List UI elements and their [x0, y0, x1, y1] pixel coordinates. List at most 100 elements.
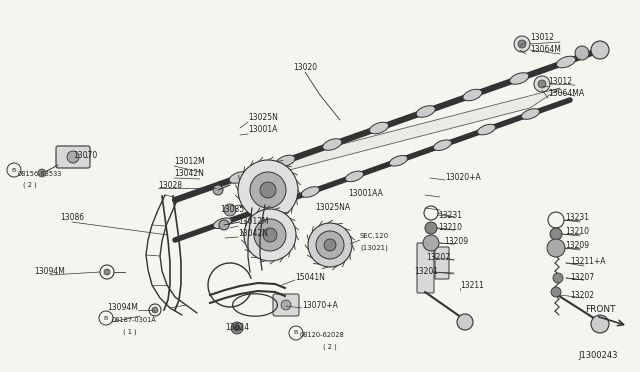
Ellipse shape: [276, 155, 295, 167]
Circle shape: [550, 228, 562, 240]
Circle shape: [423, 235, 439, 251]
Text: 13012: 13012: [548, 77, 572, 87]
Polygon shape: [270, 88, 560, 175]
Text: 13094M: 13094M: [107, 304, 138, 312]
Circle shape: [575, 46, 589, 60]
Circle shape: [518, 40, 526, 48]
Circle shape: [591, 41, 609, 59]
Text: (13021): (13021): [360, 245, 388, 251]
Circle shape: [263, 228, 277, 242]
Circle shape: [224, 204, 236, 216]
FancyBboxPatch shape: [417, 243, 434, 293]
Text: 13064MA: 13064MA: [548, 90, 584, 99]
Circle shape: [219, 220, 229, 230]
Text: 13012M: 13012M: [174, 157, 205, 167]
Text: J1300243: J1300243: [579, 352, 618, 360]
Circle shape: [457, 314, 473, 330]
Circle shape: [244, 209, 296, 261]
Circle shape: [260, 182, 276, 198]
Text: 13211: 13211: [460, 280, 484, 289]
Text: 13209: 13209: [565, 241, 589, 250]
Ellipse shape: [416, 106, 435, 117]
Text: SEC.120: SEC.120: [360, 233, 389, 239]
Text: 13025NA: 13025NA: [315, 202, 350, 212]
Ellipse shape: [509, 73, 529, 84]
Text: 13012M: 13012M: [238, 218, 269, 227]
Text: ( 2 ): ( 2 ): [23, 182, 37, 188]
Text: 13201: 13201: [414, 267, 438, 276]
Circle shape: [553, 273, 563, 283]
Text: 13210: 13210: [565, 228, 589, 237]
Circle shape: [308, 223, 352, 267]
Text: 13064M: 13064M: [530, 45, 561, 55]
Ellipse shape: [346, 171, 364, 182]
Circle shape: [250, 172, 286, 208]
Text: B: B: [12, 167, 16, 173]
Circle shape: [425, 222, 437, 234]
Ellipse shape: [433, 140, 452, 151]
Circle shape: [254, 219, 286, 251]
Circle shape: [231, 322, 243, 334]
Ellipse shape: [389, 155, 408, 166]
Text: 08120-62028: 08120-62028: [300, 332, 345, 338]
Circle shape: [152, 307, 158, 313]
Circle shape: [538, 80, 546, 88]
Text: ( 2 ): ( 2 ): [323, 344, 337, 350]
Circle shape: [38, 169, 46, 177]
FancyBboxPatch shape: [435, 247, 449, 279]
Circle shape: [281, 300, 291, 310]
Text: 13012: 13012: [530, 33, 554, 42]
Circle shape: [534, 76, 550, 92]
Text: 13231: 13231: [565, 214, 589, 222]
Text: 13020+A: 13020+A: [445, 173, 481, 183]
Circle shape: [591, 315, 609, 333]
Ellipse shape: [369, 122, 388, 134]
FancyBboxPatch shape: [273, 294, 299, 316]
Text: 13001AA: 13001AA: [348, 189, 383, 198]
Text: 13094M: 13094M: [35, 267, 65, 276]
Ellipse shape: [522, 109, 540, 119]
Ellipse shape: [556, 56, 575, 68]
Text: 13020: 13020: [293, 64, 317, 73]
Text: 13042N: 13042N: [238, 230, 268, 238]
Ellipse shape: [257, 202, 275, 213]
Circle shape: [213, 185, 223, 195]
Ellipse shape: [213, 218, 232, 228]
Circle shape: [104, 269, 110, 275]
Circle shape: [238, 160, 298, 220]
Text: 13070+A: 13070+A: [302, 301, 338, 310]
Text: 13024: 13024: [225, 324, 249, 333]
Text: 13207: 13207: [426, 253, 450, 263]
Ellipse shape: [301, 187, 319, 197]
Text: 13070: 13070: [73, 151, 97, 160]
Text: 13210: 13210: [438, 224, 462, 232]
Text: 13001A: 13001A: [248, 125, 277, 135]
Text: 13042N: 13042N: [174, 170, 204, 179]
Circle shape: [324, 239, 336, 251]
Text: B: B: [294, 330, 298, 336]
Text: B: B: [104, 315, 108, 321]
Circle shape: [316, 231, 344, 259]
Text: 13085: 13085: [220, 205, 244, 215]
Circle shape: [234, 325, 240, 331]
Circle shape: [551, 287, 561, 297]
Text: 13209: 13209: [444, 237, 468, 247]
Text: 13028: 13028: [158, 180, 182, 189]
Text: 13211+A: 13211+A: [570, 257, 605, 266]
Text: 08187-0301A: 08187-0301A: [112, 317, 157, 323]
Ellipse shape: [463, 89, 482, 101]
Text: ( 1 ): ( 1 ): [123, 329, 137, 335]
Ellipse shape: [477, 124, 495, 135]
Circle shape: [67, 151, 79, 163]
Ellipse shape: [323, 139, 342, 150]
Text: 13025N: 13025N: [248, 113, 278, 122]
Text: FRONT: FRONT: [585, 305, 615, 314]
Text: 13207: 13207: [570, 273, 594, 282]
Text: 08156-63533: 08156-63533: [18, 171, 62, 177]
Text: 13202: 13202: [570, 292, 594, 301]
Text: 13231: 13231: [438, 211, 462, 219]
Text: 13086: 13086: [60, 214, 84, 222]
Text: 15041N: 15041N: [295, 273, 325, 282]
FancyBboxPatch shape: [56, 146, 90, 168]
Ellipse shape: [229, 172, 248, 183]
